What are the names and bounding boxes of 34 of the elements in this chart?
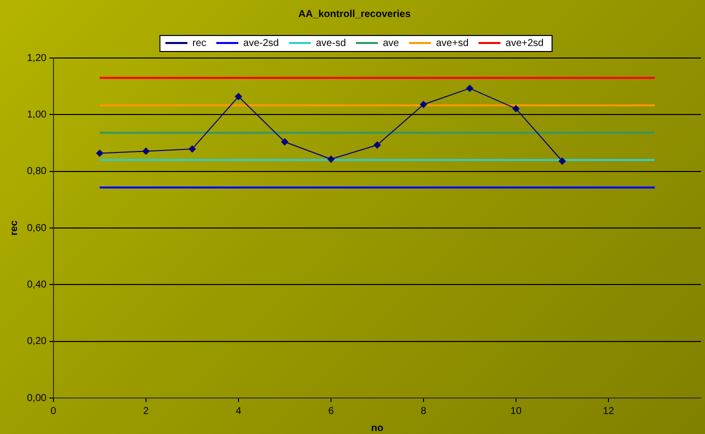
point	[188, 145, 196, 152]
y-tick-label: 0,00	[26, 392, 47, 404]
point	[420, 100, 427, 108]
x-tick-label: 8	[420, 406, 427, 417]
legend-label: ave	[382, 38, 400, 49]
point	[281, 138, 288, 146]
y-axis-title: rec	[8, 220, 20, 236]
point	[558, 158, 566, 165]
y-tick-label: 0,60	[26, 222, 47, 234]
y-tick-label: 0,20	[26, 336, 47, 348]
point	[234, 93, 242, 100]
point	[374, 141, 381, 148]
y-tick-label: 0,40	[26, 279, 47, 290]
legend-label: ave-2sd	[243, 38, 279, 49]
point	[512, 105, 520, 112]
x-tick-label: 10	[510, 406, 522, 417]
x-tick-label: 2	[143, 406, 150, 417]
x-axis-title: no	[371, 422, 384, 434]
x-tick-label: 4	[236, 406, 242, 417]
legend-label: rec	[192, 38, 206, 49]
chart-title: AA_kontroll_recoveries	[298, 8, 412, 20]
x-tick-label: 0	[50, 406, 57, 417]
legend-label: ave-sd	[316, 38, 346, 49]
y-tick-label: 1,00	[26, 109, 47, 120]
legend-label: ave+2sd	[506, 38, 544, 49]
y-tick-label: 0,80	[26, 166, 47, 178]
legend-label: ave+sd	[436, 38, 469, 49]
point	[142, 148, 150, 155]
point	[466, 84, 474, 92]
x-tick-label: 12	[602, 406, 614, 417]
x-tick-label: 6	[328, 406, 334, 417]
point	[327, 156, 334, 163]
point	[96, 150, 104, 157]
y-tick-label: 1,20	[26, 52, 47, 64]
